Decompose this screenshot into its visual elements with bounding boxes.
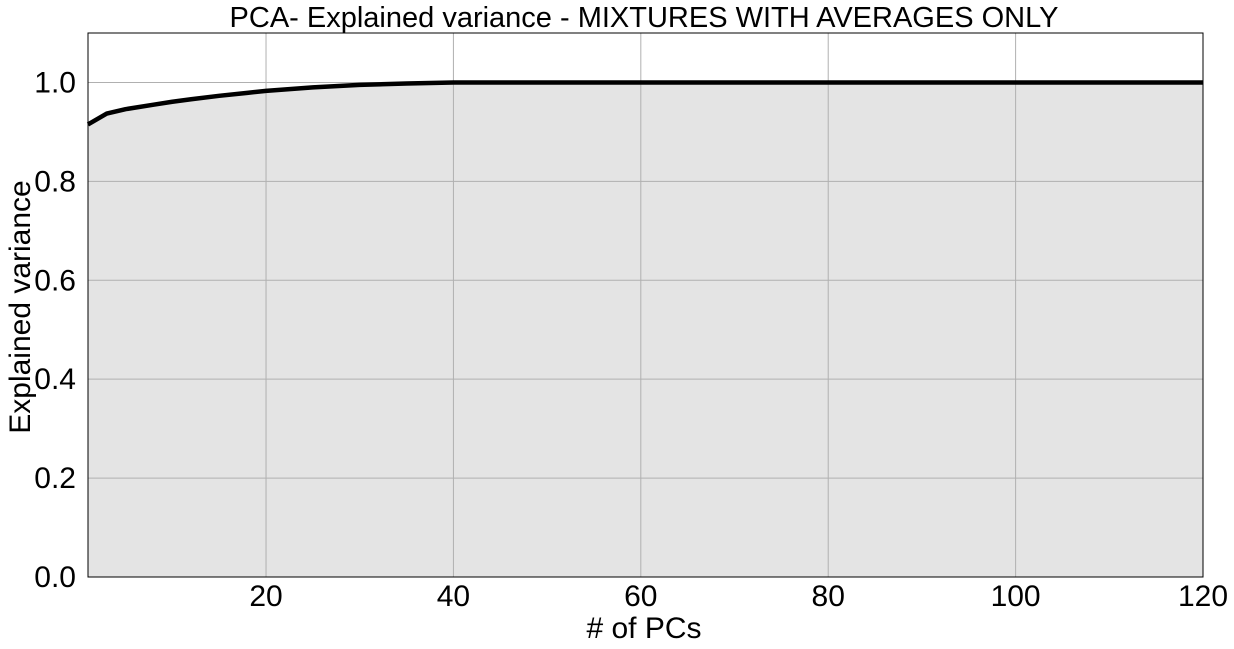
plot-frame (87, 32, 1204, 578)
area-fill (88, 82, 1203, 577)
x-tick-label: 100 (991, 580, 1041, 613)
x-tick-label: 20 (249, 580, 282, 613)
y-axis-label: Explained variance (4, 180, 37, 434)
y-tick-label: 0.8 (34, 165, 76, 198)
y-tick-label: 1.0 (34, 66, 76, 99)
tick-labels: 20 40 60 80 100 120 0.0 0.2 0.4 0.6 0.8 1.0 (34, 66, 1228, 613)
y-tick-label: 0.6 (34, 264, 76, 297)
x-tick-label: 120 (1178, 580, 1228, 613)
x-tick-label: 60 (624, 580, 657, 613)
variance-line (86, 80, 1203, 127)
plot-area (86, 32, 1204, 578)
y-tick-label: 0.4 (34, 363, 76, 396)
x-tick-label: 40 (437, 580, 470, 613)
x-tick-label: 80 (812, 580, 845, 613)
chart-title: PCA- Explained variance - MIXTURES WITH … (230, 2, 1059, 34)
x-axis-label: # of PCs (586, 612, 701, 645)
y-tick-label: 0.0 (34, 561, 76, 594)
y-tick-label: 0.2 (34, 462, 76, 495)
